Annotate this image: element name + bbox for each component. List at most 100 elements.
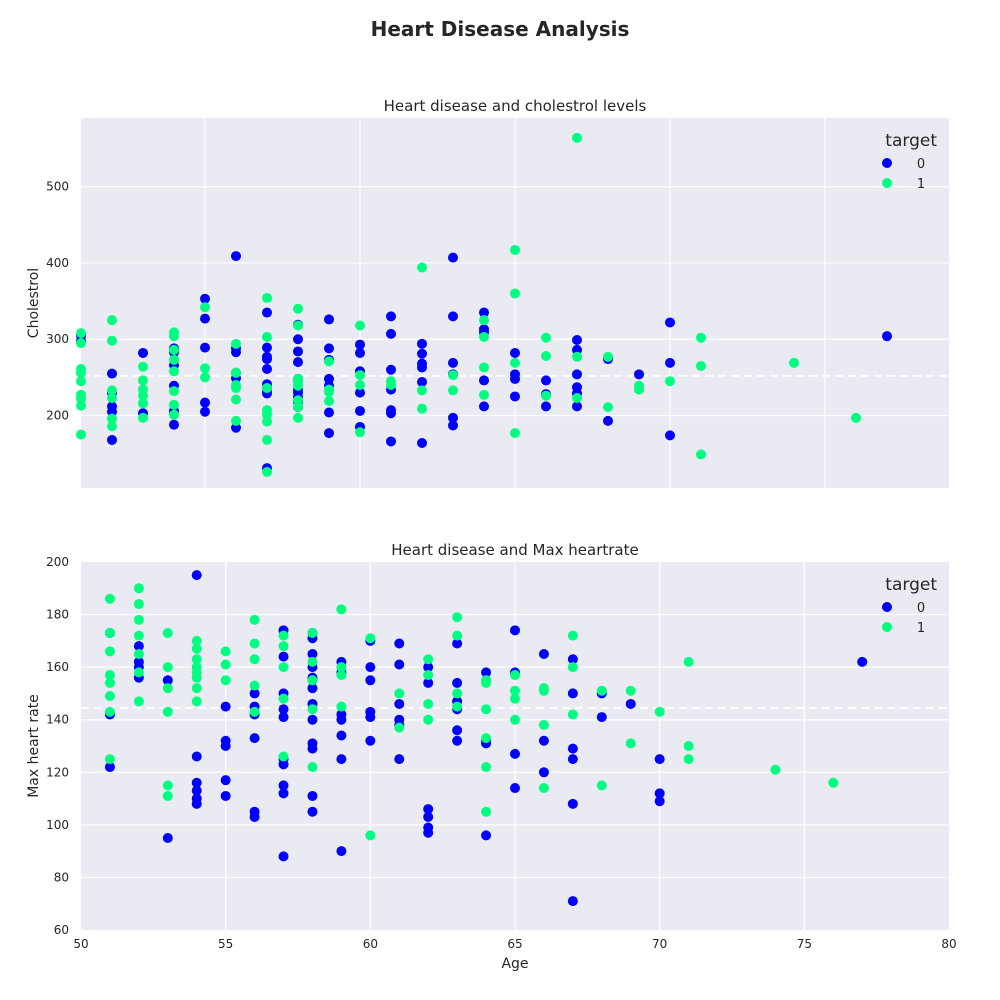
heartrate-point-target-0: [278, 851, 289, 862]
heartrate-point-target-0: [278, 712, 289, 723]
cholesterol-point-target-1: [541, 390, 551, 401]
heartrate-point-target-0: [278, 704, 289, 715]
heartrate-point-target-1: [191, 654, 202, 665]
cholesterol-point-target-0: [386, 408, 396, 419]
heartrate-point-target-1: [104, 706, 115, 717]
cholesterol-point-target-0: [386, 364, 396, 375]
heartrate-point-target-0: [365, 662, 376, 673]
heartrate-x-tick-label: 80: [941, 937, 956, 951]
cholesterol-point-target-1: [572, 132, 582, 143]
cholesterol-point-target-0: [262, 307, 272, 318]
heartrate-point-target-1: [336, 670, 347, 681]
cholesterol-point-target-0: [355, 405, 365, 416]
cholesterol-point-target-1: [448, 370, 458, 381]
heartrate-x-tick-label: 75: [797, 937, 812, 951]
heartrate-x-axis-label: Age: [501, 956, 528, 972]
cholesterol-y-axis-label: Cholestrol: [26, 268, 42, 338]
cholesterol-point-target-0: [262, 354, 272, 365]
heartrate-point-target-0: [307, 806, 318, 817]
heartrate-point-target-1: [249, 680, 260, 691]
heartrate-point-target-0: [567, 654, 578, 665]
heartrate-point-target-1: [423, 714, 434, 725]
heartrate-legend-marker-1: [882, 622, 892, 632]
cholesterol-point-target-0: [231, 422, 241, 433]
heartrate-point-target-1: [162, 706, 173, 717]
heartrate-point-target-1: [278, 630, 289, 641]
cholesterol-point-target-0: [448, 311, 458, 322]
heartrate-point-target-1: [307, 762, 318, 773]
cholesterol-point-target-0: [665, 430, 675, 441]
cholesterol-point-target-0: [417, 437, 427, 448]
cholesterol-point-target-1: [603, 402, 613, 413]
cholesterol-point-target-0: [417, 338, 427, 349]
cholesterol-point-target-1: [169, 344, 179, 355]
heartrate-point-target-0: [394, 698, 405, 709]
cholesterol-point-target-1: [231, 394, 241, 405]
heartrate-y-tick-label: 180: [46, 608, 69, 622]
cholesterol-y-tick-label: 200: [46, 409, 69, 423]
cholesterol-point-target-1: [479, 331, 489, 342]
cholesterol-point-target-0: [417, 362, 427, 373]
cholesterol-point-target-1: [448, 385, 458, 396]
heartrate-point-target-1: [133, 649, 144, 659]
cholesterol-legend-marker-0: [882, 158, 892, 168]
cholesterol-point-target-0: [572, 369, 582, 380]
heartrate-point-target-1: [452, 612, 463, 623]
heartrate-point-target-1: [423, 670, 434, 681]
cholesterol-point-target-1: [541, 332, 551, 343]
cholesterol-point-target-1: [107, 335, 117, 346]
cholesterol-y-tick-label: 400: [46, 256, 69, 270]
heartrate-point-target-0: [162, 833, 173, 843]
cholesterol-point-target-1: [169, 399, 179, 410]
cholesterol-point-target-0: [665, 317, 675, 328]
heartrate-x-tick-label: 60: [363, 937, 378, 951]
heartrate-point-target-0: [133, 641, 144, 652]
heartrate-point-target-0: [220, 741, 231, 751]
heartrate-point-target-0: [857, 656, 868, 667]
cholesterol-point-target-0: [417, 348, 427, 359]
cholesterol-scatter-panel: 200 300 400 500 Heart disease and cholestro…: [26, 97, 949, 488]
heartrate-point-target-0: [220, 701, 231, 712]
heartrate-point-target-1: [336, 701, 347, 712]
cholesterol-point-target-0: [634, 369, 644, 380]
heartrate-point-target-1: [220, 659, 231, 670]
heartrate-point-target-1: [133, 583, 144, 594]
heartrate-point-target-0: [538, 735, 549, 746]
cholesterol-point-target-1: [169, 366, 179, 377]
cholesterol-point-target-1: [107, 392, 117, 403]
heartrate-point-target-1: [770, 764, 781, 775]
cholesterol-point-target-1: [355, 370, 365, 381]
heartrate-point-target-1: [191, 683, 202, 694]
heartrate-point-target-0: [249, 733, 260, 744]
heartrate-point-target-1: [567, 709, 578, 720]
cholesterol-point-target-0: [262, 363, 272, 374]
cholesterol-point-target-1: [138, 390, 148, 401]
cholesterol-point-target-0: [324, 407, 334, 418]
heartrate-point-target-1: [249, 614, 260, 625]
cholesterol-point-target-0: [665, 357, 675, 368]
heartrate-point-target-0: [278, 759, 289, 770]
heartrate-point-target-1: [191, 635, 202, 646]
heartrate-point-target-1: [625, 685, 636, 696]
heartrate-point-target-0: [423, 677, 434, 688]
cholesterol-point-target-0: [355, 339, 365, 350]
heartrate-point-target-0: [336, 846, 347, 857]
heartrate-point-target-1: [683, 741, 694, 751]
heartrate-point-target-1: [133, 614, 144, 625]
cholesterol-point-target-0: [479, 307, 489, 318]
heartrate-point-target-1: [133, 630, 144, 641]
heartrate-point-target-0: [596, 712, 607, 723]
cholesterol-point-target-0: [448, 252, 458, 263]
cholesterol-point-target-1: [293, 320, 303, 331]
cholesterol-point-target-1: [510, 428, 520, 439]
heartrate-point-target-0: [567, 688, 578, 699]
heartrate-point-target-0: [481, 830, 492, 841]
cholesterol-point-target-1: [510, 357, 520, 368]
cholesterol-point-target-1: [76, 400, 86, 411]
cholesterol-legend-label-1: 1: [917, 177, 925, 192]
heartrate-point-target-0: [336, 754, 347, 765]
cholesterol-y-tick-label: 500: [46, 180, 69, 194]
heartrate-point-target-1: [625, 738, 636, 749]
cholesterol-point-target-1: [417, 403, 427, 414]
cholesterol-point-target-0: [386, 328, 396, 339]
